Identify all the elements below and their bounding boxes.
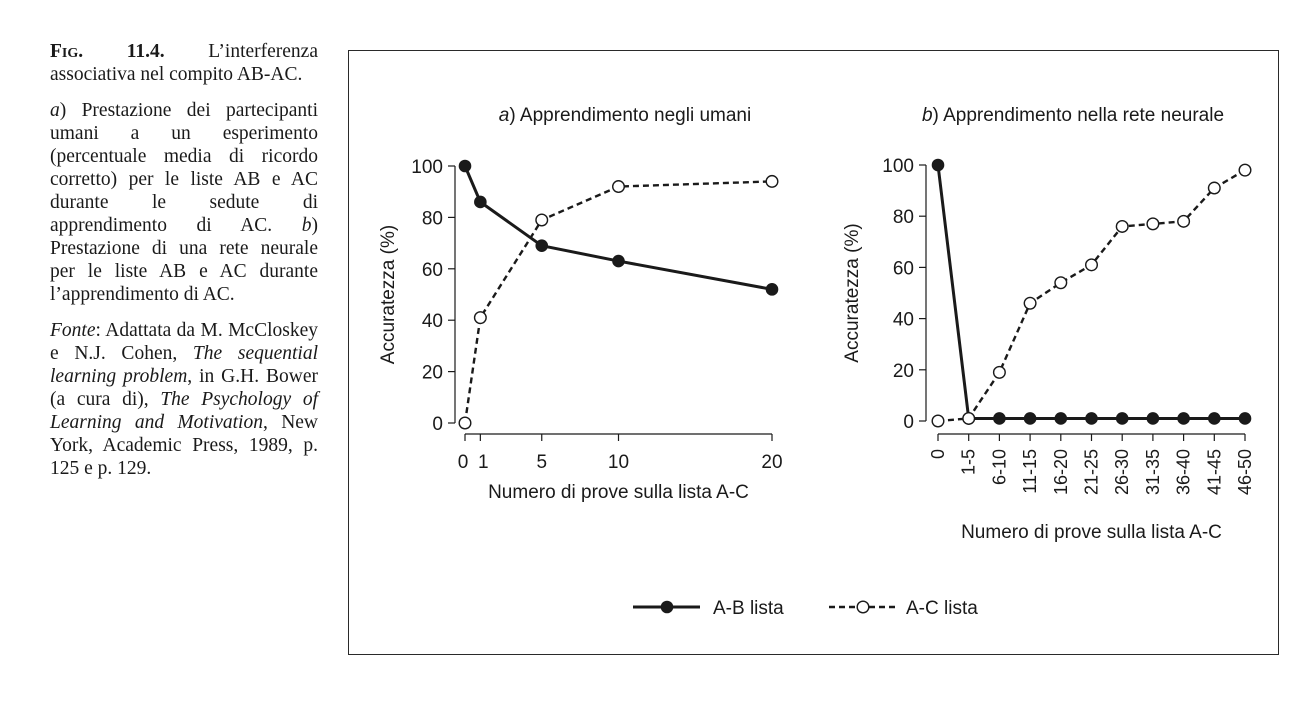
chart-title-letter: a — [499, 105, 510, 126]
x-tick-label: 31-35 — [1143, 449, 1163, 495]
point-ac — [1177, 214, 1191, 228]
point-ab — [1238, 412, 1252, 425]
x-tick-label: 26-30 — [1112, 449, 1132, 495]
source-mid: in G.H. Bower (a cura di), — [50, 366, 318, 410]
y-tick-label: 60 — [893, 258, 914, 279]
x-tick-label: 16-20 — [1051, 449, 1071, 495]
y-tick-label: 0 — [432, 414, 443, 435]
caption-panel-a: a) Prestazione dei partecipanti umani a … — [50, 100, 318, 305]
y-tick-label: 20 — [422, 363, 443, 384]
y-tick-label: 0 — [903, 412, 914, 433]
caption-source: Fonte: Adattata da M. McCloskey e N.J. C… — [50, 320, 319, 479]
y-axis-label: Accuratezza (%) — [842, 223, 863, 362]
chart-title-text: ) Apprendimento nella rete neurale — [933, 105, 1225, 126]
figure-title: L’interferenza associativa nel compito A… — [50, 41, 318, 85]
point-ab — [1177, 412, 1190, 425]
chart-panel-a: a) Apprendimento negli umani020406080100… — [378, 105, 783, 503]
legend-marker — [856, 600, 870, 614]
point-ab — [1085, 412, 1098, 425]
point-ab — [1208, 412, 1221, 425]
point-ab — [931, 158, 945, 172]
point-ab — [1115, 412, 1129, 425]
point-ab — [612, 254, 625, 268]
panel-b-letter: b — [301, 215, 312, 236]
point-ac — [765, 174, 779, 188]
x-tick-label: 0 — [928, 449, 948, 459]
source-pre: Adattata da M. McCloskey e N.J. Cohen, — [50, 320, 318, 364]
x-tick-label: 11-15 — [1020, 449, 1040, 494]
point-ac — [473, 311, 487, 325]
chart-title: b) Apprendimento nella rete neurale — [922, 105, 1224, 126]
point-ab — [1146, 412, 1160, 425]
panel-a-letter: a — [50, 100, 60, 121]
series-line-ac — [937, 169, 1246, 423]
chart-title: a) Apprendimento negli umani — [499, 105, 751, 126]
x-axis-label: Numero di prove sulla lista A-C — [961, 522, 1222, 543]
x-tick-label: 0 — [458, 452, 469, 473]
point-ac — [1084, 258, 1098, 272]
panel-a-text: Prestazione dei partecipanti umani a un … — [50, 100, 318, 236]
point-ac — [1054, 276, 1068, 290]
point-ac — [1238, 163, 1252, 177]
chart-title-letter: b — [922, 105, 933, 126]
y-tick-label: 20 — [893, 361, 914, 382]
y-tick-label: 40 — [422, 311, 443, 332]
legend-label: A-B lista — [713, 598, 784, 619]
point-ab — [535, 239, 549, 252]
figure-label: Fig. 11.4. — [50, 41, 165, 62]
point-ab — [993, 412, 1006, 425]
legend-label: A-C lista — [906, 598, 978, 619]
caption-title: Fig. 11.4. L’interferenza associativa ne… — [50, 40, 318, 86]
point-ac — [535, 213, 549, 227]
x-tick-label: 1 — [478, 452, 489, 473]
y-tick-label: 80 — [893, 207, 914, 228]
figure-caption: Fig. 11.4. L’interferenza associativa ne… — [50, 40, 318, 493]
legend-marker — [660, 600, 674, 614]
point-ac — [1023, 296, 1037, 310]
y-tick-label: 80 — [422, 208, 443, 229]
point-ab — [765, 283, 779, 296]
panel-b-text: Prestazione di una rete neurale per le l… — [50, 238, 318, 305]
point-ac — [962, 411, 976, 425]
series-line-ab — [936, 164, 1245, 420]
series-line-ac — [463, 180, 773, 424]
legend: A-B lista A-C lista — [633, 598, 978, 619]
source-title-1: The sequential learning problem — [50, 343, 319, 387]
point-ab — [1054, 412, 1068, 425]
y-tick-label: 100 — [882, 156, 914, 177]
y-tick-label: 60 — [422, 260, 443, 281]
x-tick-label: 5 — [536, 452, 547, 473]
x-tick-label: 1-5 — [959, 449, 979, 475]
point-ac — [992, 365, 1006, 379]
source-title-2: The Psychology of Learning and Motivatio… — [50, 389, 318, 433]
point-ac — [458, 416, 472, 430]
x-tick-label: 41-45 — [1204, 449, 1224, 495]
y-axis-label: Accuratezza (%) — [378, 225, 399, 364]
point-ac — [1146, 217, 1160, 231]
point-ab — [1023, 412, 1037, 425]
x-tick-label: 21-25 — [1082, 449, 1102, 495]
y-tick-label: 100 — [411, 157, 443, 178]
point-ac — [612, 180, 626, 194]
x-tick-label: 46-50 — [1235, 449, 1255, 495]
x-tick-label: 36-40 — [1174, 449, 1194, 495]
point-ab — [458, 159, 472, 173]
y-tick-label: 40 — [893, 310, 914, 331]
point-ac — [1115, 219, 1129, 233]
point-ac — [931, 414, 945, 428]
point-ac — [1207, 181, 1221, 195]
x-tick-label: 20 — [761, 452, 782, 473]
chart-panel-b: b) Apprendimento nella rete neurale 0 20 40… — [842, 105, 1255, 543]
x-tick-label: 6-10 — [989, 449, 1009, 485]
point-ab — [474, 195, 487, 209]
source-post: New York, Academic Press, 1989, p. 125 e… — [50, 412, 319, 479]
x-axis-label: Numero di prove sulla lista A-C — [488, 482, 749, 503]
x-tick-label: 10 — [608, 452, 629, 473]
chart-title-text: ) Apprendimento negli umani — [509, 105, 751, 126]
figure-frame — [348, 50, 1279, 655]
source-label: Fonte — [50, 320, 96, 341]
